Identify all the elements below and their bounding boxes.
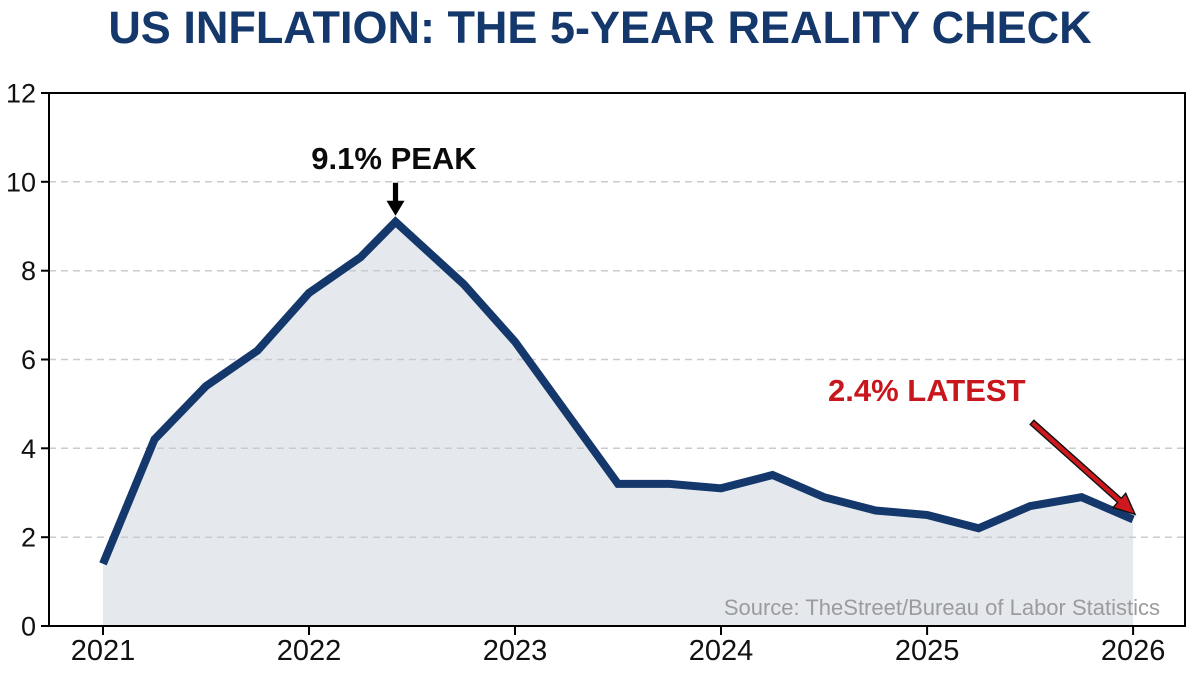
inflation-line <box>99 216 1135 566</box>
peak-arrow-icon <box>386 182 405 216</box>
y-tick-label-10: 10 <box>6 167 36 197</box>
y-tick-label-8: 8 <box>21 256 36 286</box>
latest-annotation-label: 2.4% LATEST <box>828 373 1026 408</box>
chart-title: US INFLATION: THE 5-YEAR REALITY CHECK <box>108 2 1092 53</box>
y-tick-label-2: 2 <box>21 523 36 553</box>
source-note: Source: TheStreet/Bureau of Labor Statis… <box>723 595 1160 620</box>
x-tick-label-2024: 2024 <box>689 635 754 667</box>
y-tick-label-4: 4 <box>21 434 36 464</box>
latest-arrow-icon <box>1029 419 1137 516</box>
x-tick-label-2021: 2021 <box>71 635 136 667</box>
peak-annotation-label: 9.1% PEAK <box>311 141 477 176</box>
y-tick-label-12: 12 <box>6 79 36 109</box>
x-tick-label-2025: 2025 <box>895 635 960 667</box>
x-tick-label-2026: 2026 <box>1101 635 1166 667</box>
x-tick-label-2022: 2022 <box>277 635 342 667</box>
area-fill <box>103 221 1134 627</box>
y-tick-label-0: 0 <box>21 612 36 642</box>
y-tick-label-6: 6 <box>21 345 36 375</box>
x-tick-label-2023: 2023 <box>483 635 548 667</box>
